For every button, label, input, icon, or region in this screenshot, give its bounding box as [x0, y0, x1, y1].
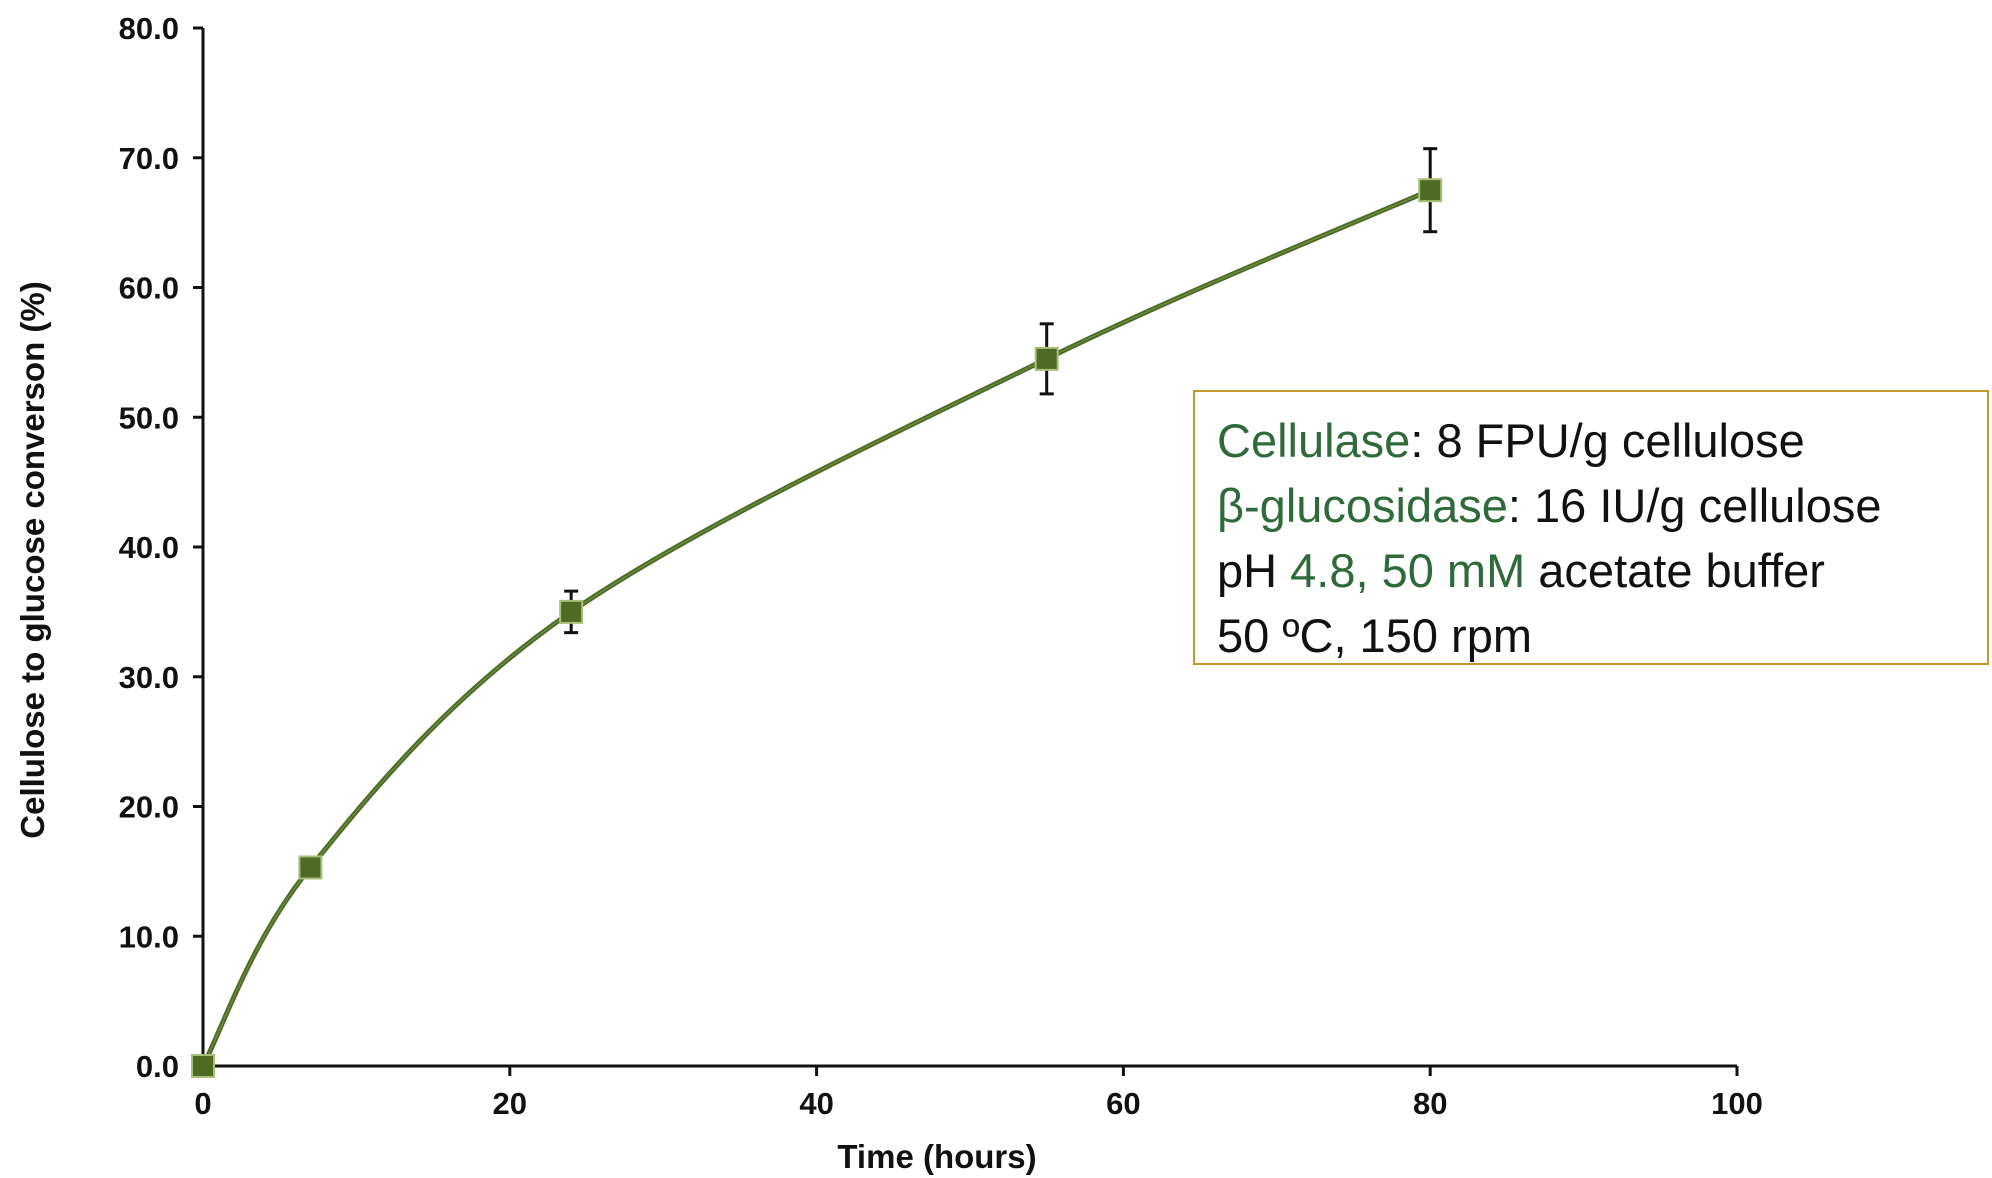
annotation-line-glucosidase: β-glucosidase: 16 IU/g cellulose	[1217, 473, 1987, 538]
x-axis-ticks: 0 20 40 60 80 100	[194, 1066, 1763, 1121]
data-point	[191, 1054, 215, 1078]
y-tick-label: 40.0	[119, 530, 179, 565]
glucosidase-label: β-glucosidase	[1217, 479, 1508, 532]
data-point	[559, 599, 584, 624]
glucosidase-value: : 16 IU/g cellulose	[1507, 479, 1882, 532]
y-axis-title: Cellulose to glucose converson (%)	[14, 281, 51, 838]
y-axis-ticks: 0.0 10.0 20.0 30.0 40.0 50.0 60.0 70.0 80.0	[119, 11, 203, 1084]
data-point	[1418, 178, 1443, 203]
series-layer	[191, 147, 1443, 1078]
x-axis-title: Time (hours)	[837, 1138, 1036, 1175]
x-tick-label: 100	[1711, 1086, 1763, 1121]
annotation-line-conditions: 50 ºC, 150 rpm	[1217, 609, 1532, 662]
buffer-prefix: pH	[1217, 544, 1291, 597]
cellulase-label: Cellulase	[1217, 414, 1411, 467]
y-tick-label: 10.0	[119, 919, 179, 954]
y-tick-label: 60.0	[119, 271, 179, 306]
x-tick-label: 20	[493, 1086, 527, 1121]
data-point	[1034, 346, 1059, 371]
y-tick-label: 70.0	[119, 141, 179, 176]
x-tick-label: 60	[1106, 1086, 1140, 1121]
x-tick-label: 40	[799, 1086, 833, 1121]
conditions-annotation: Cellulase: 8 FPU/g cellulose β-glucosida…	[1193, 390, 1989, 665]
y-tick-label: 50.0	[119, 400, 179, 435]
y-tick-label: 30.0	[119, 660, 179, 695]
annotation-line-cellulase: Cellulase: 8 FPU/g cellulose	[1217, 408, 1987, 473]
x-tick-label: 80	[1413, 1086, 1447, 1121]
y-tick-label: 20.0	[119, 790, 179, 825]
cellulase-value: : 8 FPU/g cellulose	[1410, 414, 1805, 467]
x-tick-label: 0	[194, 1086, 211, 1121]
annotation-line-buffer: pH 4.8, 50 mM acetate buffer	[1217, 538, 1987, 603]
buffer-ph-value: 4.8, 50 mM	[1290, 544, 1526, 597]
y-tick-label: 0.0	[136, 1049, 179, 1084]
buffer-name: acetate buffer	[1525, 544, 1825, 597]
y-tick-label: 80.0	[119, 11, 179, 46]
data-point	[298, 855, 323, 880]
series-line-highlight	[202, 189, 1431, 1067]
